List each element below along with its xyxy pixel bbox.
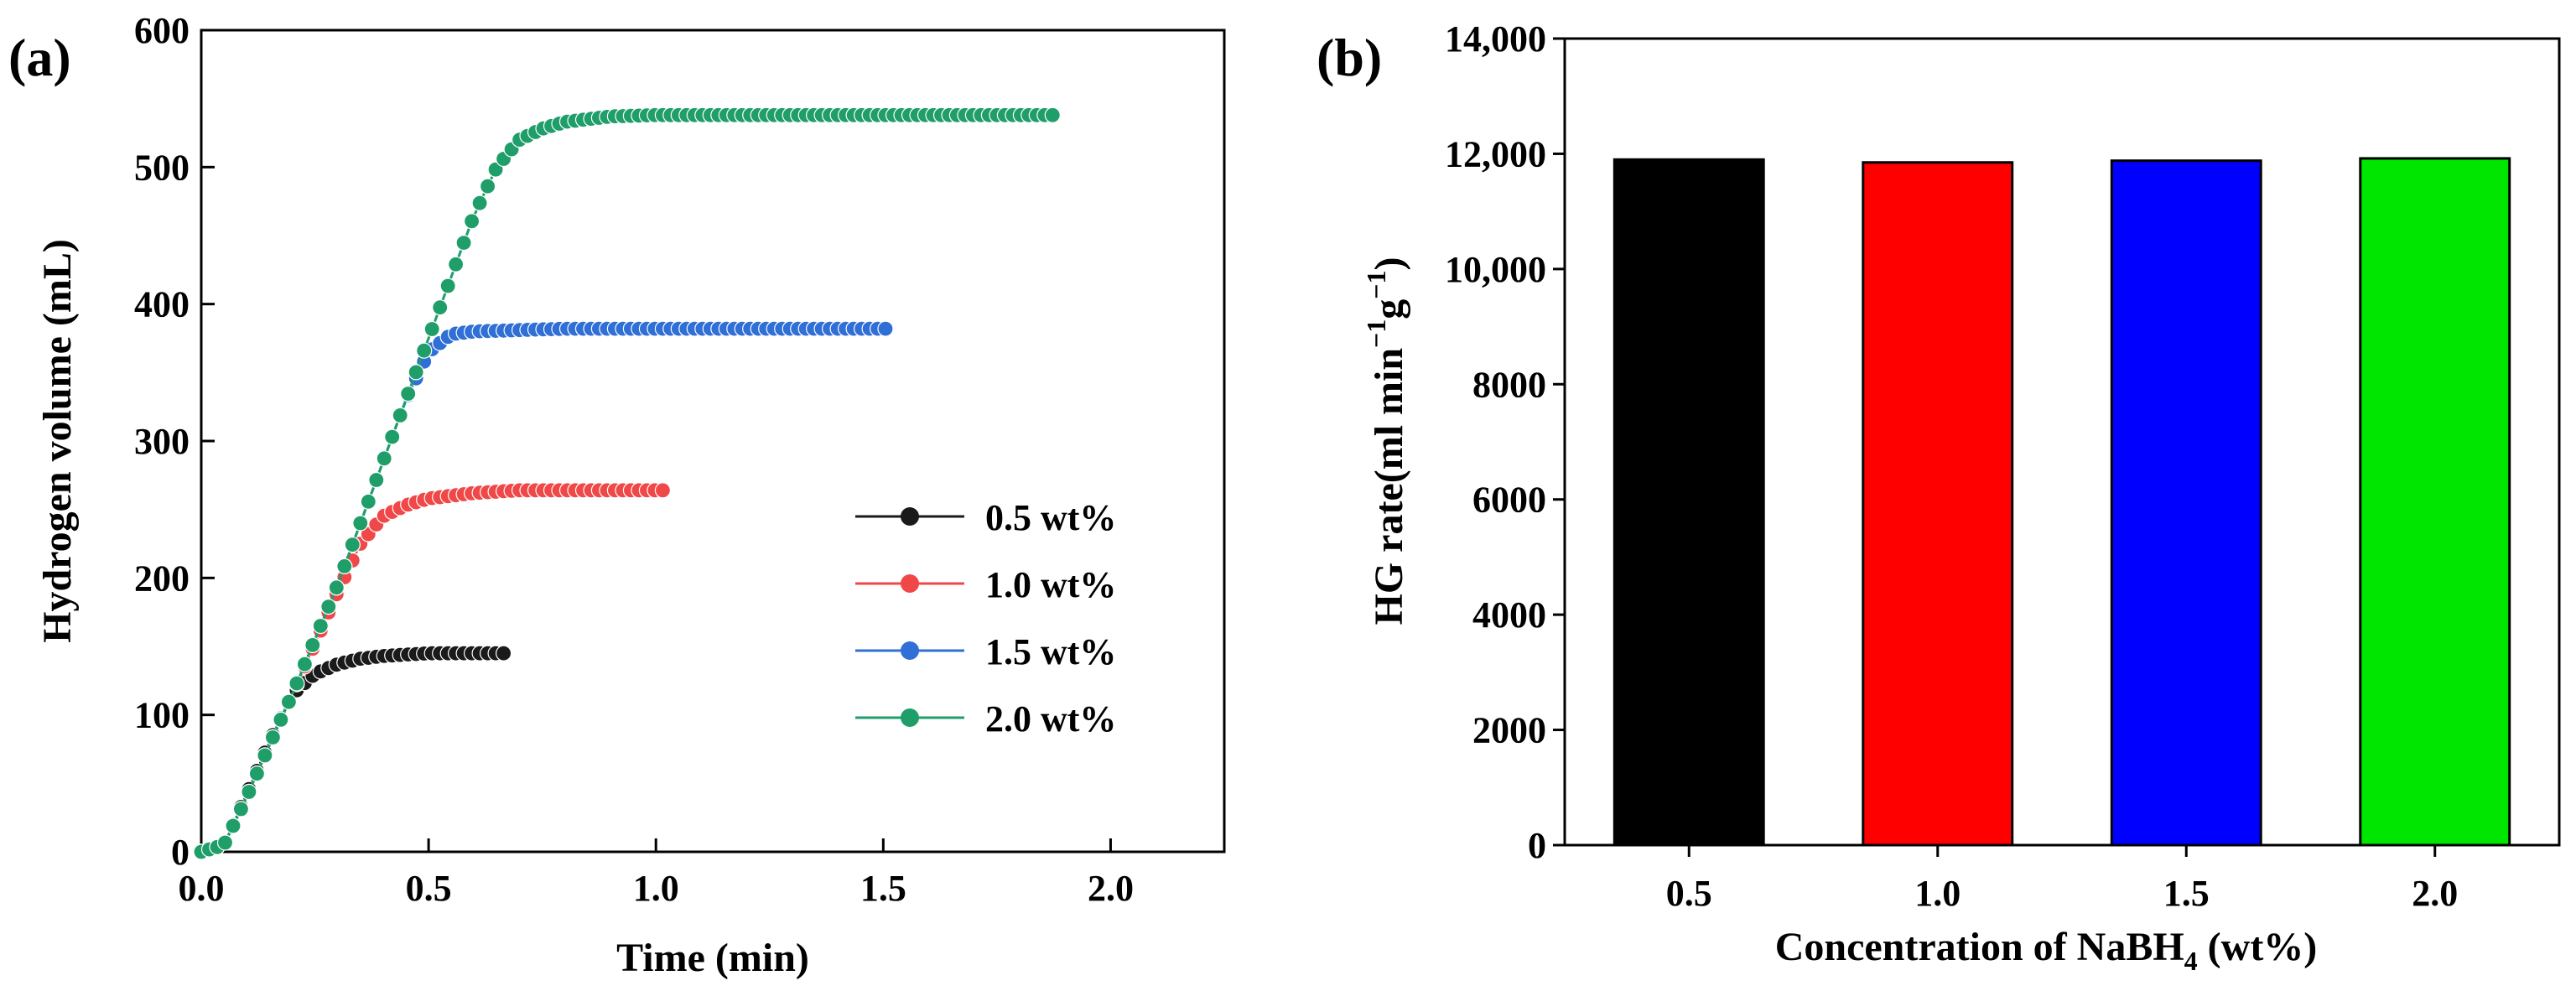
data-point (384, 428, 401, 445)
b-y-tick-label: 0 (1528, 825, 1546, 866)
panel-b-plot-frame (1563, 37, 2561, 847)
series-20 (193, 106, 1061, 860)
data-point (241, 783, 257, 801)
data-point (439, 278, 456, 294)
data-point (273, 711, 289, 729)
a-y-tick-label: 400 (134, 284, 190, 325)
b-y-tick-label: 8000 (1472, 364, 1546, 405)
data-point (495, 645, 512, 662)
a-y-tick-label: 100 (134, 695, 190, 736)
a-y-tick-label: 0 (171, 832, 190, 873)
data-point (408, 364, 424, 381)
b-x-tick-label: 1.0 (1914, 873, 1961, 914)
panel-b-label: (b) (1317, 28, 1382, 87)
data-point (352, 515, 369, 532)
a-x-tick-label: 2.0 (1088, 868, 1134, 909)
b-y-tick-label: 12,000 (1445, 133, 1546, 174)
b-y-tick-label: 6000 (1472, 480, 1546, 521)
b-y-tick-label: 2000 (1472, 710, 1546, 751)
data-point (416, 342, 433, 359)
a-y-tick-label: 200 (134, 558, 190, 599)
legend-label-1-0: 1.0 wt% (985, 564, 1116, 605)
bar-0-5 (1613, 158, 1765, 847)
panel-b-x-ticks: 0.5 1.0 1.5 2.0 (1666, 845, 2458, 914)
legend-label-0-5: 0.5 wt% (985, 497, 1116, 538)
panel-a-y-axis-title: Hydrogen volume (mL) (35, 239, 80, 643)
panel-a-x-axis-title: Time (min) (616, 936, 809, 980)
panel-b-y-axis-title: HG rate(ml min−1g−1) (1361, 257, 1411, 625)
panel-a-series (193, 106, 1061, 860)
a-x-tick-label: 1.0 (633, 868, 679, 909)
data-point (376, 450, 392, 467)
legend-marker-1-0 (901, 574, 919, 593)
panel-b-x-axis-title: Concentration of NaBH4 (wt%) (1775, 925, 2318, 976)
legend-label-1-5: 1.5 wt% (985, 631, 1116, 672)
panel-a-legend: 0.5 wt% 1.0 wt% 1.5 wt% 2.0 wt% (855, 497, 1116, 739)
data-point (400, 386, 417, 402)
data-point (360, 493, 377, 510)
bar-2-0 (2359, 157, 2511, 847)
data-point (225, 817, 242, 834)
data-point (423, 320, 440, 338)
data-point (257, 747, 273, 764)
panel-a-x-ticks: 0.0 0.5 1.0 1.5 2.0 (179, 838, 1134, 909)
series-10 (193, 482, 672, 860)
data-point (304, 636, 321, 654)
data-point (320, 598, 337, 615)
data-point (312, 617, 329, 635)
legend-marker-0-5 (901, 507, 919, 526)
legend-label-2-0: 2.0 wt% (985, 698, 1116, 739)
bar-1-5 (2110, 159, 2262, 847)
b-x-tick-label: 0.5 (1666, 873, 1712, 914)
data-point (479, 178, 496, 195)
data-point (432, 299, 449, 316)
b-y-tick-label: 4000 (1472, 594, 1546, 636)
bar-1-0 (1862, 161, 2014, 847)
panel-b-bar-chart: (b) 0.5 1.0 1.5 2.0 0 2000 4000 6000 8000 10,000… (1317, 18, 2561, 976)
a-x-tick-label: 0.5 (406, 868, 452, 909)
data-point (1044, 106, 1061, 123)
a-y-tick-label: 500 (134, 147, 190, 188)
data-point (328, 579, 345, 596)
data-point (216, 834, 234, 851)
data-point (447, 256, 465, 272)
data-point (487, 161, 504, 178)
a-y-tick-label: 600 (134, 10, 190, 51)
data-point (654, 482, 672, 499)
data-point (392, 407, 408, 423)
data-point (232, 801, 249, 817)
data-point (280, 693, 297, 710)
b-x-tick-label: 2.0 (2412, 873, 2458, 914)
panel-a-label: (a) (8, 28, 71, 87)
panel-a-line-chart: (a) 0.0 0.5 1.0 1.5 2.0 0100200300400500600 … (8, 10, 1226, 980)
data-point (471, 195, 488, 211)
a-x-tick-label: 0.0 (179, 868, 225, 909)
a-x-tick-label: 1.5 (860, 868, 906, 909)
data-point (455, 235, 472, 252)
series-05 (193, 645, 512, 860)
panel-a-y-ticks: 0 100 200 300 400 500 600 (134, 10, 215, 873)
data-point (248, 765, 265, 782)
data-point (288, 675, 305, 692)
series-line (200, 489, 663, 854)
data-point (344, 537, 361, 553)
a-y-tick-label: 300 (134, 421, 190, 462)
data-point (877, 320, 894, 337)
data-point (264, 729, 281, 746)
legend-marker-2-0 (901, 708, 919, 727)
data-point (368, 471, 385, 489)
b-y-tick-label: 10,000 (1445, 249, 1546, 290)
series-line (200, 327, 886, 854)
data-point (463, 213, 480, 230)
panel-b-y-ticks: 0 2000 4000 6000 8000 10,000 12,000 14,000 (1445, 18, 1565, 866)
series-line (200, 651, 504, 854)
data-point (296, 656, 313, 672)
legend-marker-1-5 (901, 641, 919, 660)
b-y-tick-label: 14,000 (1445, 18, 1546, 60)
series-15 (193, 320, 894, 860)
panel-b-bars (1613, 157, 2511, 847)
b-x-tick-label: 1.5 (2163, 873, 2210, 914)
data-point (336, 558, 353, 575)
